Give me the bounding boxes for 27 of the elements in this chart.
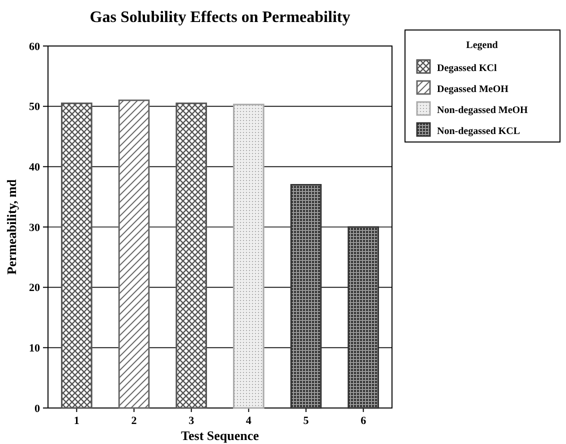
y-tick-label: 50 [29,101,40,114]
x-tick-label: 6 [360,415,367,427]
bar [176,102,207,409]
y-tick-label: 10 [29,342,40,355]
legend-label: Degassed KCl [437,63,497,74]
x-tick-label: 5 [303,415,310,427]
y-tick-label: 20 [29,282,40,294]
y-tick-label: 0 [34,402,40,415]
x-tick-label: 2 [131,415,138,427]
x-tick-label: 1 [74,415,80,427]
y-tick-label: 60 [29,40,40,53]
x-axis-title: Test Sequence [181,428,260,443]
bar [233,104,264,409]
bar [290,184,322,409]
x-tick-label: 3 [188,415,195,427]
bar [118,100,150,409]
x-tick-label: 4 [246,415,252,427]
y-tick-label: 30 [29,222,40,234]
chart-title: Gas Solubility Effects on Permeability [90,9,350,26]
y-tick-label: 40 [29,162,40,174]
legend-title: Legend [466,40,498,51]
legend-label: Degassed MeOH [437,84,509,95]
legend-label: Non-degassed MeOH [437,105,528,116]
legend-label: Non-degassed KCL [437,126,520,137]
bar [348,226,379,409]
bar [61,102,92,409]
y-axis-title: Permeability, md [4,178,19,275]
